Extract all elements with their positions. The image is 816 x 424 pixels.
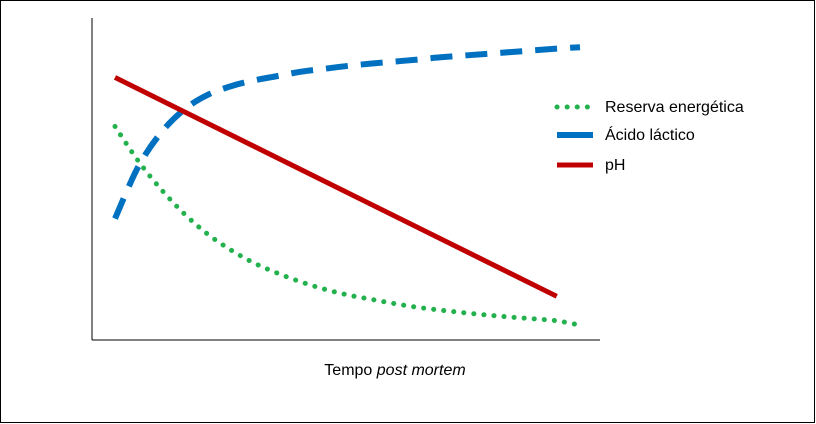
series-line-reserva-energetica (112, 123, 583, 328)
x-axis-label: Tempo post mortem (324, 362, 465, 379)
legend-label-reserva-energetica: Reserva energética (605, 99, 744, 116)
legend: Reserva energética Ácido láctico pH (554, 99, 744, 174)
series-layer (112, 44, 583, 328)
series-line-ph (113, 75, 558, 299)
x-axis-label-prefix: Tempo (324, 362, 376, 379)
legend-label-acido-lactico: Ácido láctico (605, 125, 695, 144)
series-line-acido-lactico (112, 44, 581, 220)
x-axis-label-italic: post mortem (376, 362, 466, 379)
legend-label-ph: pH (605, 157, 625, 174)
